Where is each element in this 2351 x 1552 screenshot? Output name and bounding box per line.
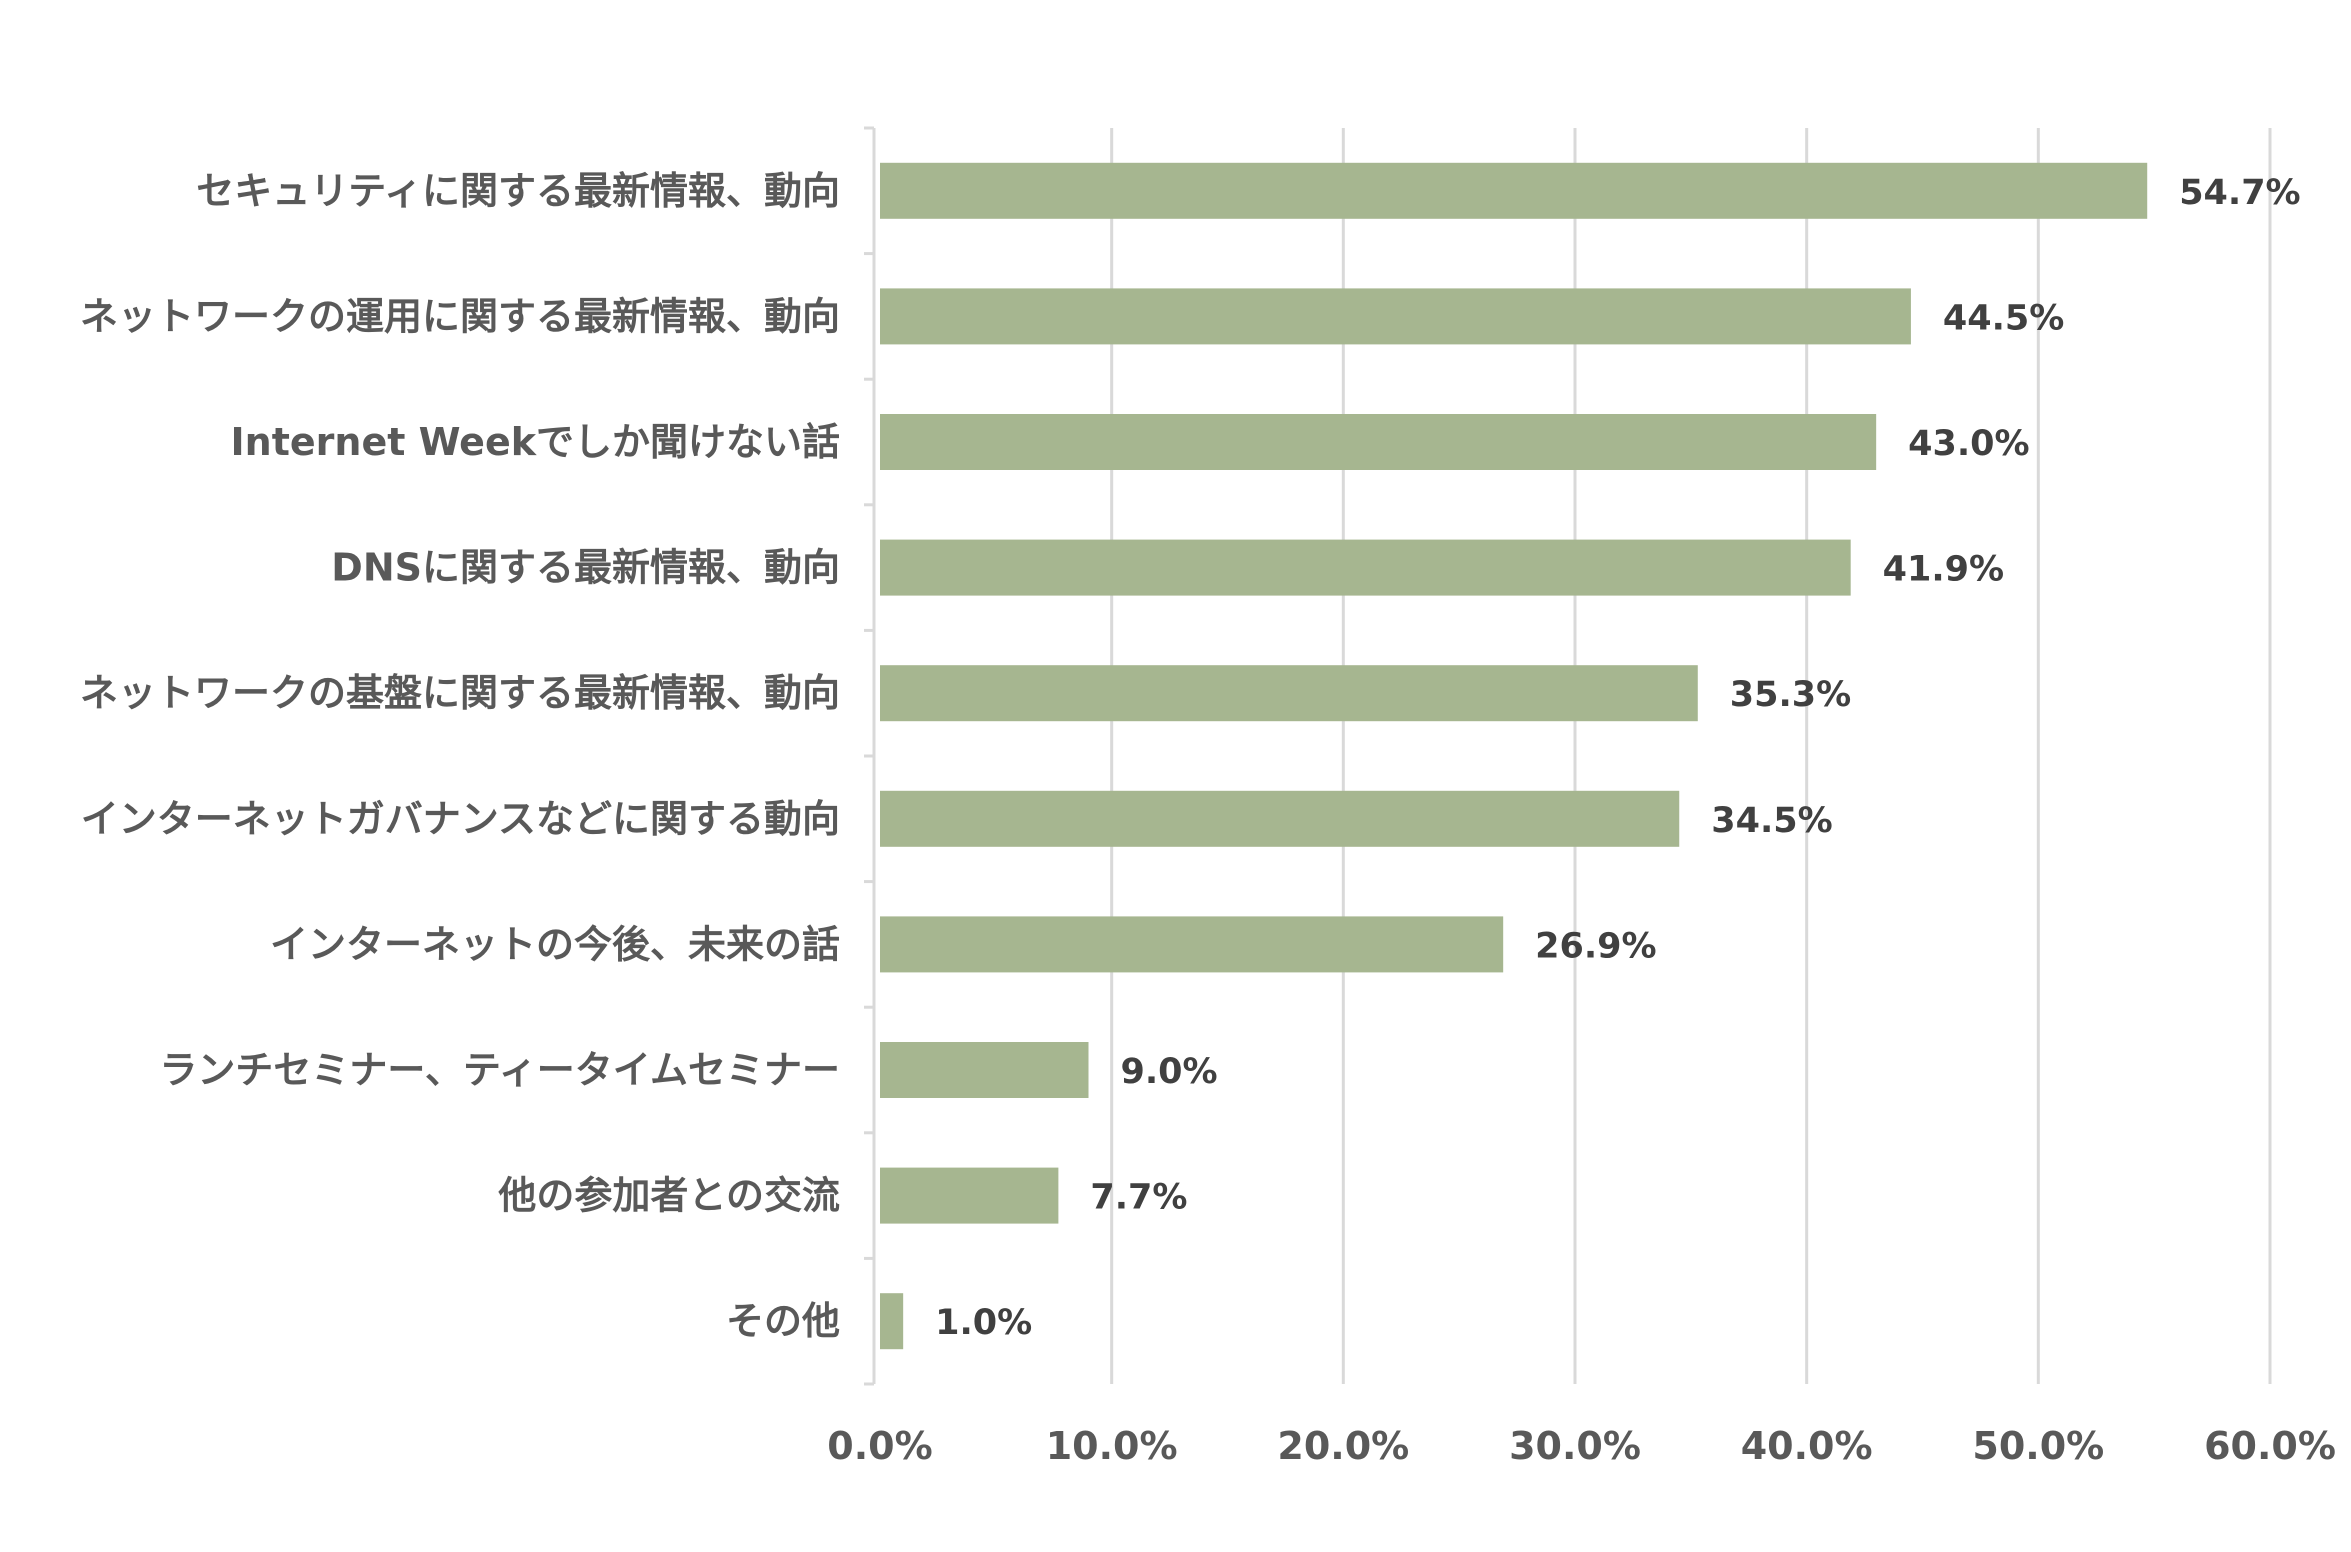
x-tick-label: 10.0%: [1046, 1424, 1178, 1468]
data-label: 7.7%: [1090, 1178, 1187, 1218]
data-label: 9.0%: [1121, 1052, 1218, 1092]
category-label: ランチセミナー、ティータイムセミナー: [159, 1048, 840, 1092]
data-label: 35.3%: [1730, 675, 1851, 715]
bar-3: [880, 539, 1851, 596]
data-label: 44.5%: [1943, 298, 2064, 338]
bar-9: [880, 1293, 904, 1350]
category-label: 他の参加者との交流: [497, 1174, 840, 1218]
bar-0: [880, 162, 2148, 219]
data-label: 26.9%: [1535, 926, 1656, 966]
bar-2: [880, 414, 1877, 470]
bar-7: [880, 1042, 1089, 1098]
data-label: 34.5%: [1711, 801, 1832, 841]
x-tick-label: 60.0%: [2204, 1424, 2336, 1468]
category-label: ネットワークの運用に関する最新情報、動向: [80, 294, 840, 338]
data-label: 41.9%: [1883, 550, 2004, 590]
x-tick-label: 40.0%: [1741, 1424, 1873, 1468]
data-label: 54.7%: [2179, 173, 2300, 213]
bar-5: [880, 790, 1680, 847]
data-label: 1.0%: [935, 1303, 1032, 1343]
x-tick-label: 30.0%: [1509, 1424, 1641, 1468]
category-label: DNSに関する最新情報、動向: [331, 546, 840, 590]
category-label: その他: [726, 1299, 840, 1343]
bar-1: [880, 288, 1911, 345]
bar-8: [880, 1167, 1059, 1224]
bar-4: [880, 665, 1698, 722]
category-label: セキュリティに関する最新情報、動向: [196, 169, 840, 213]
category-label: ネットワークの基盤に関する最新情報、動向: [80, 671, 840, 715]
x-tick-label: 0.0%: [827, 1424, 932, 1468]
category-label: Internet Weekでしか聞けない話: [231, 420, 840, 464]
bar-6: [880, 916, 1504, 973]
category-label: インターネットガバナンスなどに関する動向: [81, 797, 840, 841]
category-label: インターネットの今後、未来の話: [270, 922, 840, 966]
data-label: 43.0%: [1908, 424, 2029, 464]
x-tick-label: 20.0%: [1277, 1424, 1409, 1468]
x-tick-label: 50.0%: [1972, 1424, 2104, 1468]
